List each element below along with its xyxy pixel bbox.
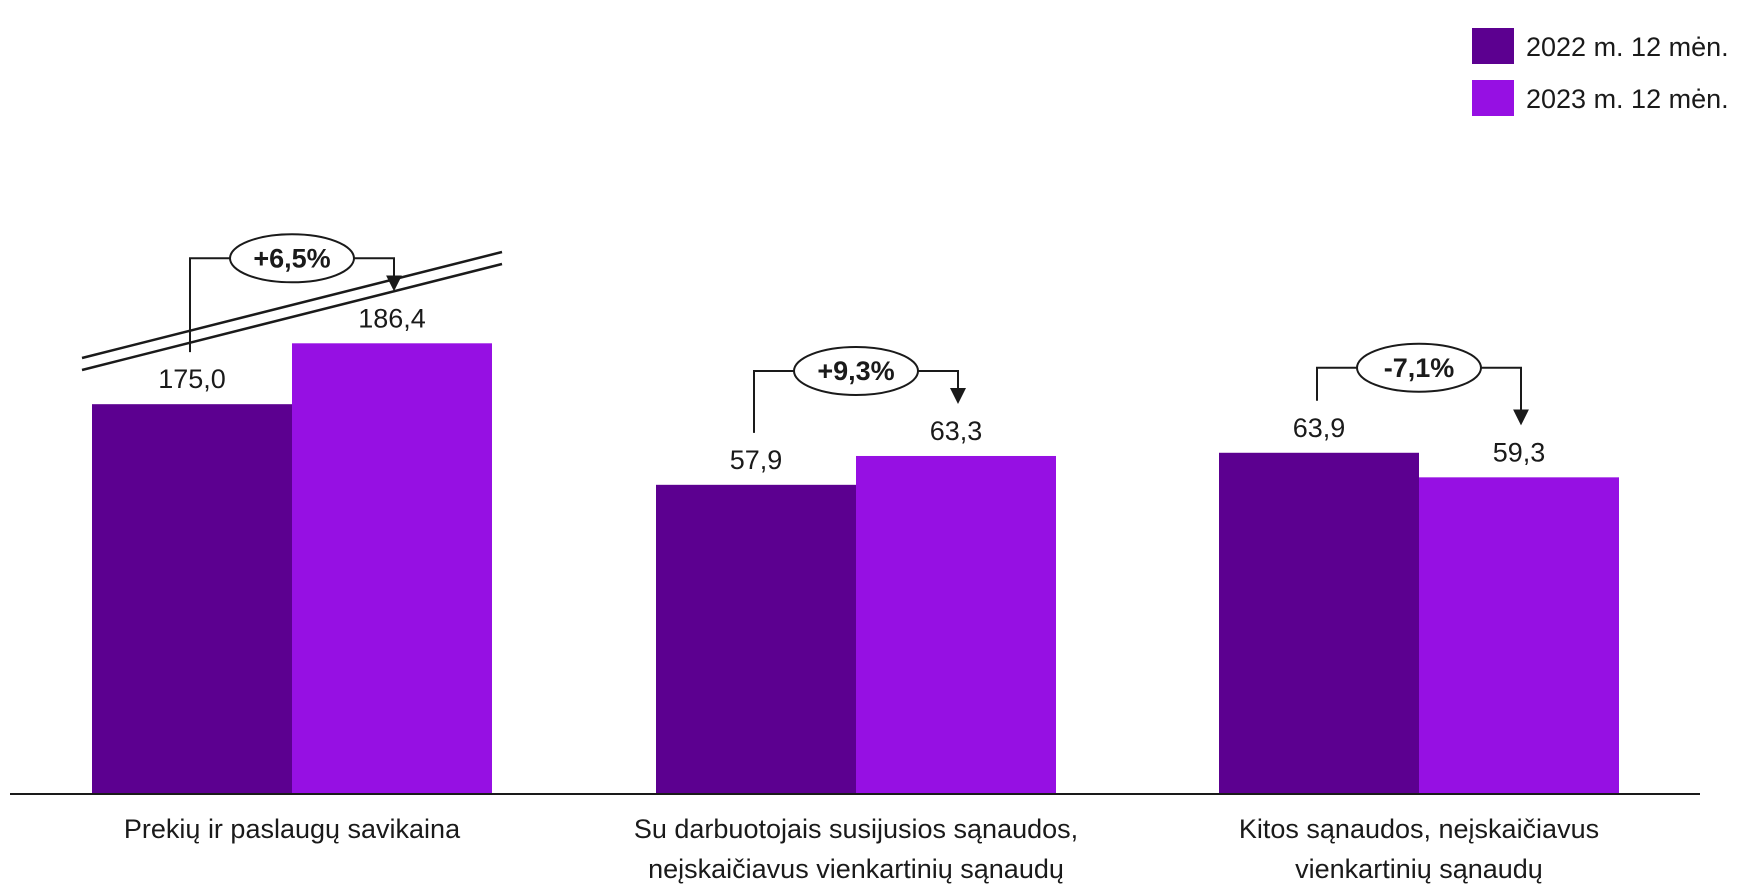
category-labels: Prekių ir paslaugų savikaina Su darbuotoj… (124, 814, 1599, 884)
legend: 2022 m. 12 mėn. 2023 m. 12 mėn. (1472, 28, 1729, 116)
bar-1-3 (1219, 452, 1419, 794)
value-label: 57,9 (730, 445, 783, 475)
category-label: Prekių ir paslaugų savikaina (124, 814, 461, 844)
bar-1-2 (656, 484, 856, 794)
change-label: +6,5% (253, 243, 330, 273)
legend-swatch (1472, 80, 1514, 116)
value-label: 63,3 (930, 416, 983, 446)
axis-break-line (81, 262, 503, 372)
category-label: vienkartinių sąnaudų (1295, 854, 1543, 884)
bar-2-2 (856, 455, 1056, 794)
change-ellipse (1356, 342, 1482, 393)
axis-break-line (81, 250, 503, 360)
value-labels: 175,0 186,4 57,9 63,3 63,9 59,3 (158, 303, 1545, 475)
category-label: neįskaičiavus vienkartinių sąnaudų (648, 854, 1064, 884)
legend-swatch (1472, 28, 1514, 64)
legend-label: 2023 m. 12 mėn. (1526, 84, 1729, 114)
change-annotations: +6,5% +9,3% -7,1% (189, 233, 1529, 433)
bar-1-1 (92, 404, 292, 794)
change-annotation: +9,3% (753, 345, 966, 433)
category-label: Su darbuotojais susijusios sąnaudos, (634, 814, 1078, 844)
bars (92, 343, 1619, 794)
bar-2-3 (1419, 477, 1619, 794)
bar-2-1 (292, 343, 492, 794)
change-label: +9,3% (817, 356, 894, 386)
value-label: 63,9 (1293, 413, 1346, 443)
value-label: 175,0 (158, 364, 226, 394)
value-label: 59,3 (1493, 437, 1546, 467)
change-ellipse (793, 345, 919, 396)
category-label: Kitos sąnaudos, neįskaičiavus (1239, 814, 1599, 844)
legend-label: 2022 m. 12 mėn. (1526, 32, 1729, 62)
value-label: 186,4 (358, 303, 426, 333)
change-ellipse (229, 233, 355, 284)
change-annotation: +6,5% (189, 233, 402, 353)
change-annotation: -7,1% (1316, 342, 1529, 426)
change-label: -7,1% (1384, 353, 1455, 383)
